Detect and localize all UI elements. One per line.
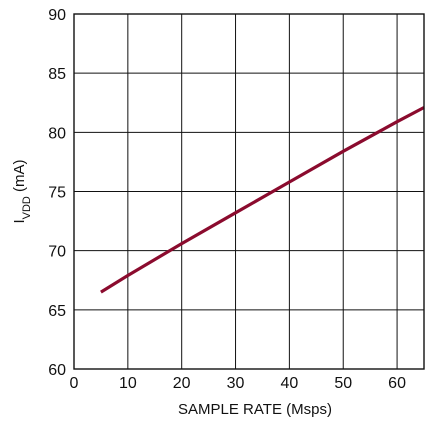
x-tick-label: 60 [388,375,406,392]
series-layer [100,106,425,294]
series-line-0 [100,106,425,294]
y-tick-label: 65 [48,303,66,320]
y-tick-label: 80 [48,125,66,142]
y-axis-title-unit: (mA) [11,159,28,196]
y-tick-label: 85 [48,66,66,83]
y-tick-label: 90 [48,7,66,24]
x-tick-label: 50 [334,375,352,392]
y-axis-title-subscript: VDD [21,196,33,219]
x-tick-label: 20 [173,375,191,392]
x-axis-title: SAMPLE RATE (Msps) [178,401,332,418]
x-axis: 0 10 20 30 40 50 60 [70,375,407,392]
x-tick-label: 30 [227,375,245,392]
y-axis-title-main: I [11,219,28,223]
y-tick-label: 70 [48,244,66,261]
y-axis: 60 65 70 75 80 85 90 [48,7,66,379]
grid [74,14,424,369]
y-tick-label: 60 [48,362,66,379]
y-tick-label: 75 [48,185,66,202]
x-tick-label: 0 [70,375,79,392]
x-tick-label: 10 [119,375,137,392]
y-axis-title: IVDD (mA) [11,159,33,223]
plot-area [73,13,425,370]
x-tick-label: 40 [280,375,298,392]
